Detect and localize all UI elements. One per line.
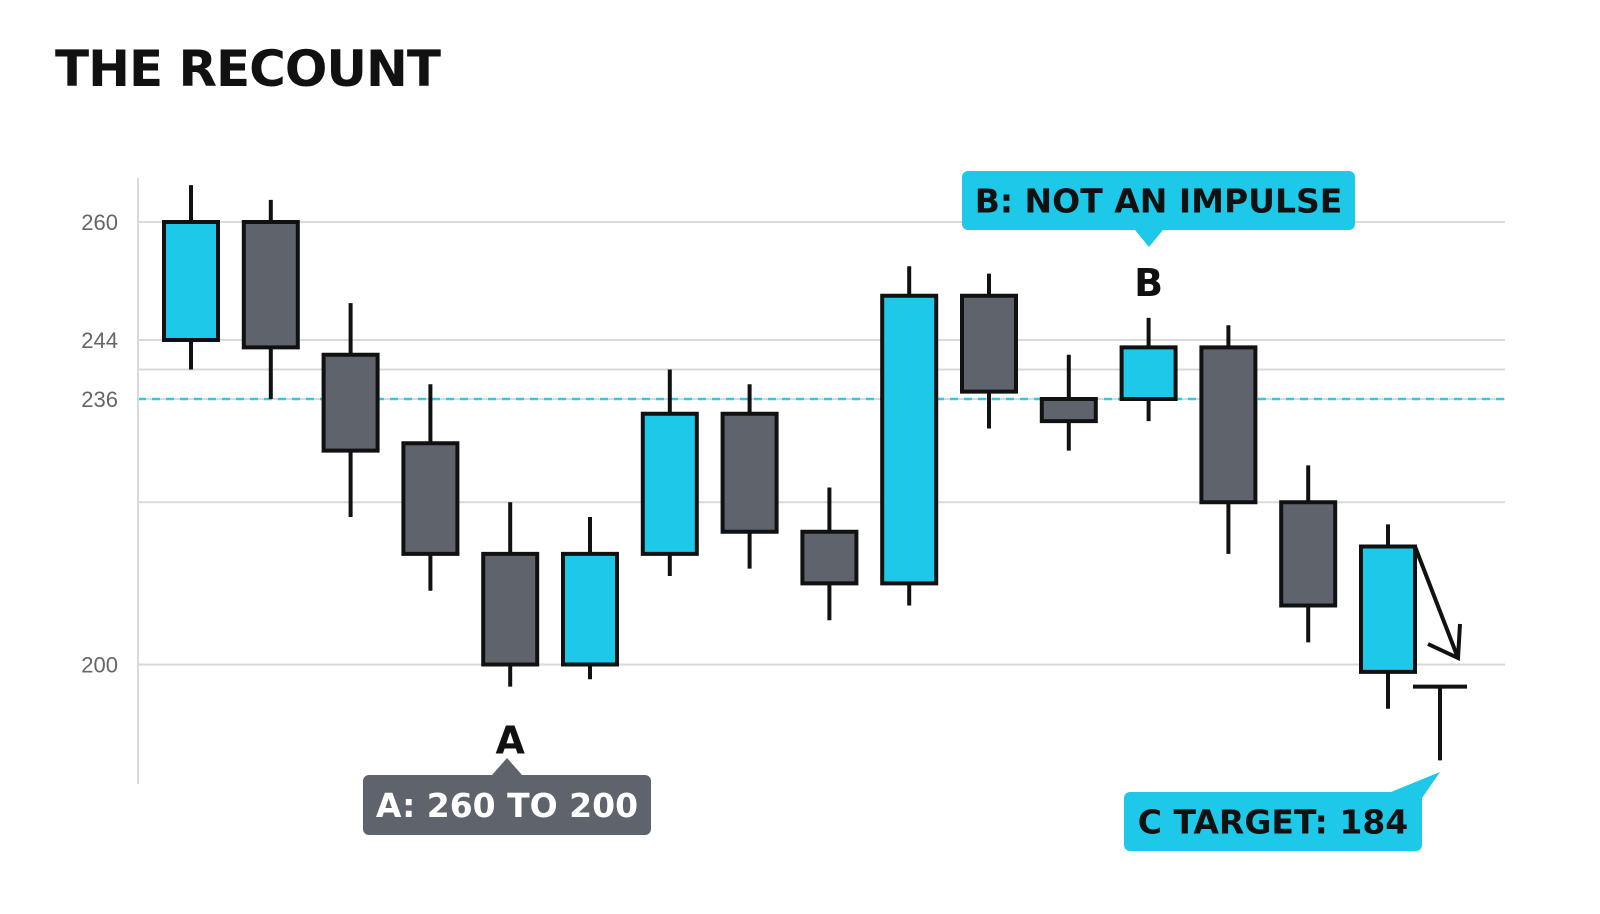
callout-a-box bbox=[363, 775, 651, 835]
candle-body bbox=[720, 411, 779, 534]
candle bbox=[800, 487, 859, 621]
chart-title: THE RECOUNT bbox=[55, 40, 441, 98]
candle bbox=[880, 266, 939, 606]
callout-c: C TARGET: 184 bbox=[1124, 772, 1440, 851]
candle bbox=[1199, 325, 1258, 554]
callout-a-text: A: 260 TO 200 bbox=[376, 786, 638, 825]
candle-body bbox=[960, 293, 1018, 394]
callout-b-box bbox=[962, 171, 1355, 230]
candle bbox=[1279, 465, 1338, 643]
projection-arrow-line bbox=[1413, 545, 1460, 659]
point-label-b: B bbox=[1134, 261, 1163, 305]
callout-a: A: 260 TO 200 bbox=[363, 758, 651, 835]
candle-body bbox=[640, 411, 699, 556]
callout-a-pointer bbox=[492, 758, 522, 775]
y-tick-label: 236 bbox=[81, 387, 118, 412]
candle bbox=[241, 199, 300, 399]
candle bbox=[162, 185, 220, 370]
candle bbox=[1359, 524, 1417, 709]
candle bbox=[1039, 354, 1098, 451]
candle bbox=[720, 384, 779, 569]
callout-c-box bbox=[1124, 792, 1422, 851]
candle bbox=[481, 502, 540, 687]
candle-body bbox=[880, 293, 939, 586]
candle bbox=[960, 273, 1018, 429]
candle-body bbox=[1359, 544, 1417, 674]
y-axis: 200 236 244 260 bbox=[81, 178, 139, 784]
candle-body bbox=[481, 551, 540, 667]
candle bbox=[321, 303, 380, 517]
callout-c-text: C TARGET: 184 bbox=[1138, 803, 1409, 842]
candles bbox=[162, 185, 1417, 709]
candle-body bbox=[1039, 397, 1098, 424]
candle-body bbox=[162, 220, 220, 342]
callout-b-text: B: NOT AN IMPULSE bbox=[975, 182, 1343, 221]
candle-body bbox=[321, 352, 380, 453]
point-label-a: A bbox=[495, 719, 525, 763]
candle bbox=[401, 384, 460, 591]
candle-body bbox=[241, 220, 300, 350]
candle bbox=[561, 517, 619, 680]
candle-body bbox=[1199, 345, 1258, 505]
projection-arrow-head bbox=[1427, 623, 1462, 662]
callout-c-pointer bbox=[1391, 772, 1440, 814]
candle bbox=[640, 369, 699, 576]
y-tick-label: 260 bbox=[81, 210, 118, 235]
candle-body bbox=[1279, 500, 1338, 608]
annotations: A B A: 260 TO 200 B: NOT AN IMPULSE C TARGET… bbox=[363, 171, 1467, 851]
candle-body bbox=[561, 551, 619, 667]
callout-b-pointer bbox=[1135, 230, 1163, 247]
candle-body bbox=[1119, 345, 1178, 401]
y-tick-label: 244 bbox=[81, 328, 118, 353]
candle-body bbox=[800, 529, 859, 586]
candle bbox=[1119, 317, 1178, 422]
candle-body bbox=[401, 441, 460, 556]
y-tick-label: 200 bbox=[81, 653, 118, 678]
callout-b: B: NOT AN IMPULSE bbox=[962, 171, 1355, 247]
